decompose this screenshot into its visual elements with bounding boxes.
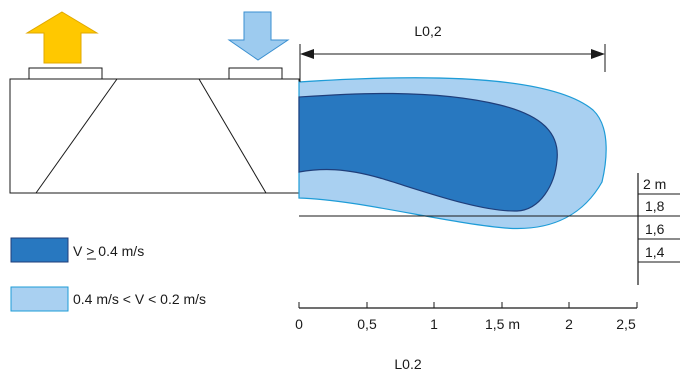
legend-swatch-weak [10,286,69,312]
diagram-caption: L0.2 [394,356,421,372]
distance-axis-label: 1,5 m [485,316,520,332]
air-unit [9,67,300,194]
distance-axis-label: 0 [295,316,303,332]
throw-dimension-left-arrowhead [300,49,314,59]
strong-velocity-zone [298,92,558,212]
unit-body [9,78,300,194]
legend-label-strong: V > 0.4 m/s [73,243,144,259]
distance-axis-label: 2 [565,316,573,332]
throw-distance-label: L0,2 [414,23,441,39]
unit-left-diagonal [35,78,118,194]
legend: V > 0.4 m/s 0.4 m/s < V < 0.2 m/s [10,237,206,312]
legend-swatch-strong [10,237,69,263]
supply-arrow-down-icon [227,11,290,61]
height-scale-label: 1,4 [645,244,665,260]
unit-right-diagonal [198,78,267,194]
exhaust-grille [28,67,103,80]
legend-label-weak: 0.4 m/s < V < 0.2 m/s [73,291,206,307]
distance-axis-label: 0,5 [357,316,377,332]
supply-grille [228,67,283,80]
height-scale-label: 1,8 [645,198,665,214]
height-scale: 2 m 1,8 1,6 1,4 [637,173,680,285]
throw-dimension: L0,2 [299,23,606,82]
height-scale-label: 1,6 [645,221,665,237]
distance-axis-label: 1 [430,316,438,332]
distance-axis-label: 2,5 [616,316,636,332]
throw-dimension-right-arrowhead [591,49,605,59]
distance-axis: 0 0,5 1 1,5 m 2 2,5 [295,302,638,332]
exhaust-arrow-up-icon [25,11,99,64]
height-scale-label: 2 m [643,176,666,192]
